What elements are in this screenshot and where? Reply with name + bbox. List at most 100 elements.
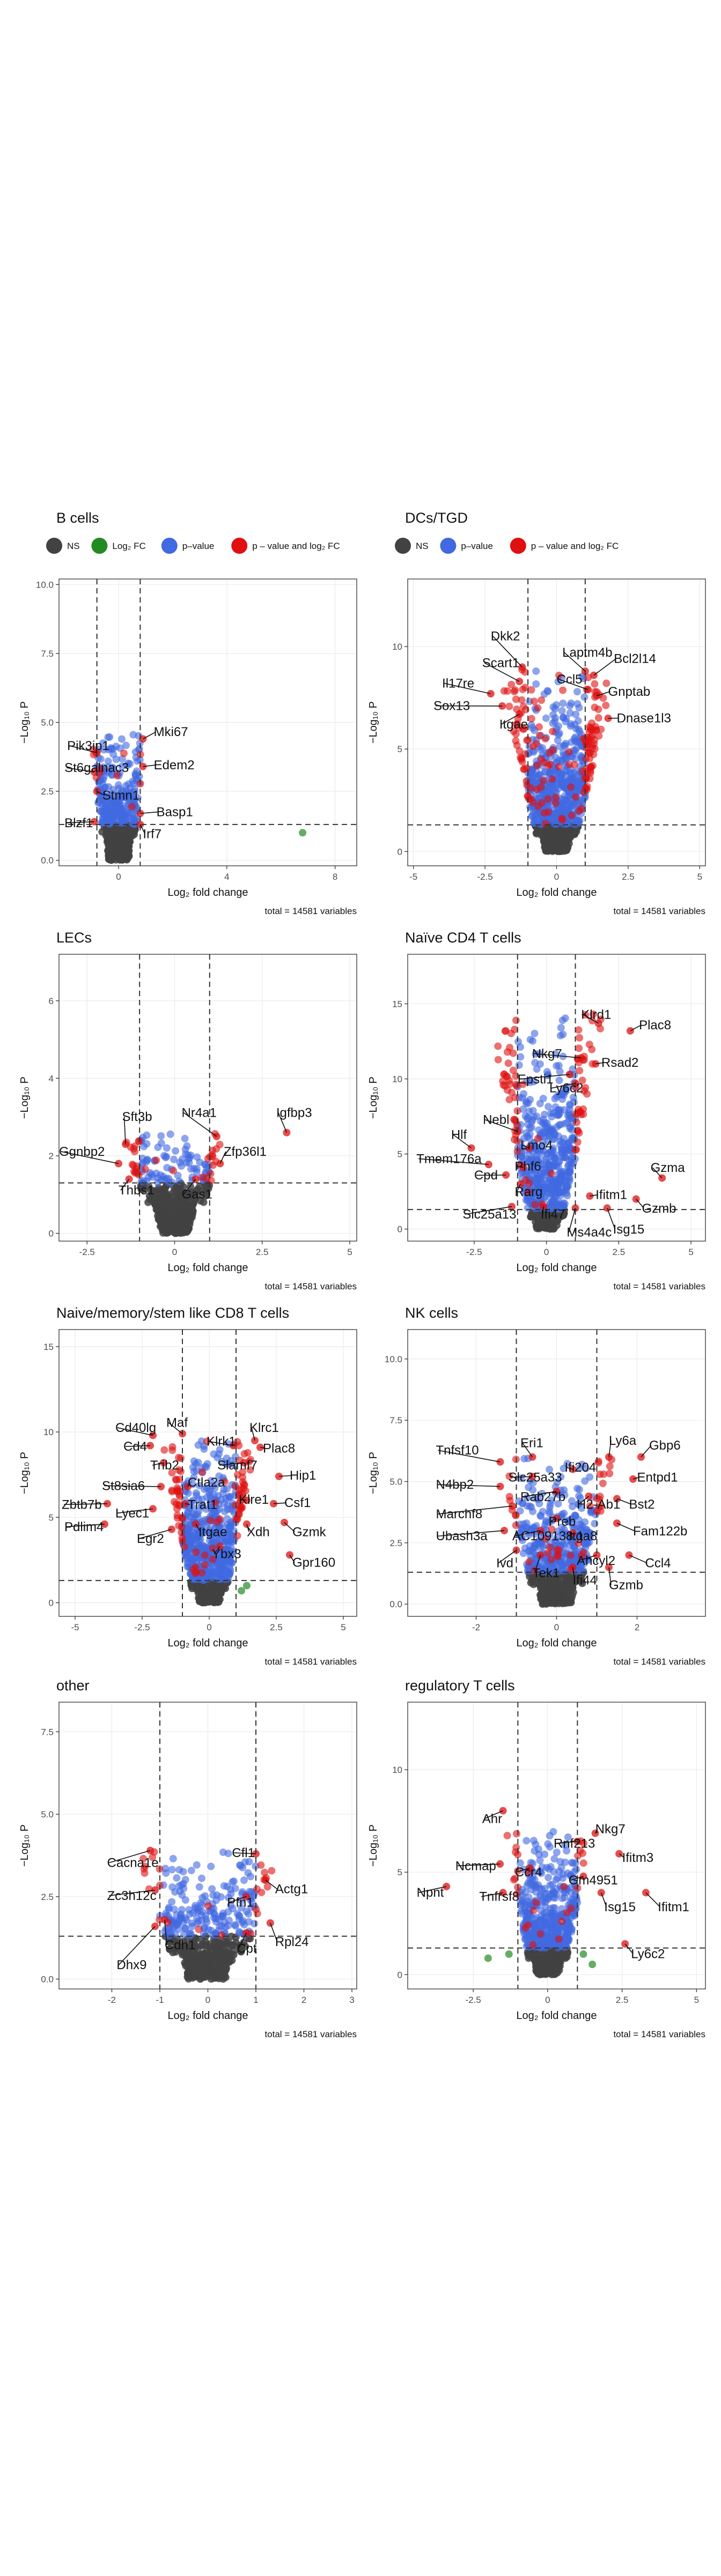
pvalue-point xyxy=(244,1869,252,1877)
gene-label: Trib2 xyxy=(150,1458,179,1473)
significant-point xyxy=(576,1067,583,1074)
ns-point xyxy=(106,835,114,843)
pvalue-point xyxy=(547,769,554,776)
pvalue-point xyxy=(532,680,540,688)
x-tick-label: 5 xyxy=(347,1247,352,1257)
significant-point xyxy=(606,1469,613,1477)
pvalue-point xyxy=(168,1883,176,1891)
pvalue-point xyxy=(550,1182,558,1190)
significant-point xyxy=(234,1532,241,1540)
ns-point xyxy=(210,1964,218,1972)
gene-label: Tnfsf10 xyxy=(436,1443,479,1458)
pvalue-point xyxy=(559,1030,566,1038)
gene-label: Hip1 xyxy=(290,1468,316,1483)
significant-point xyxy=(568,812,576,819)
gene-label: Ggnbp2 xyxy=(59,1145,105,1159)
ns-point xyxy=(113,837,121,844)
significant-point xyxy=(577,1111,585,1118)
pvalue-point xyxy=(568,700,575,707)
significant-point xyxy=(198,1468,206,1476)
x-tick-label: 1 xyxy=(253,1995,258,2005)
pvalue-point xyxy=(523,1129,530,1137)
y-tick-label: 2.5 xyxy=(389,1538,402,1548)
pvalue-point xyxy=(558,707,566,715)
gene-label: N4bp2 xyxy=(436,1478,474,1492)
total-caption: total = 14581 variables xyxy=(264,906,357,916)
significant-point xyxy=(548,1556,555,1563)
gene-label: Basp1 xyxy=(157,805,193,819)
significant-point xyxy=(178,1528,185,1536)
ns-point xyxy=(193,1973,200,1980)
gene-label: Egr2 xyxy=(137,1532,164,1546)
significant-point xyxy=(546,1543,554,1551)
ns-point xyxy=(185,1963,192,1970)
significant-point xyxy=(554,1546,561,1553)
significant-point xyxy=(512,1016,520,1024)
significant-point xyxy=(523,777,530,785)
x-tick-label: 3 xyxy=(349,1995,354,2005)
significant-point xyxy=(575,1026,582,1034)
x-tick-label: -2.5 xyxy=(134,1622,150,1632)
pvalue-point xyxy=(555,756,563,764)
pvalue-point xyxy=(207,1862,215,1870)
pvalue-point xyxy=(210,1450,217,1458)
significant-point xyxy=(565,761,573,768)
legend-label-log2fc: Log₂ FC xyxy=(112,541,145,551)
significant-point xyxy=(588,1045,595,1053)
pvalue-point xyxy=(245,1910,252,1918)
significant-point xyxy=(546,749,554,757)
gene-label: Laptm4b xyxy=(562,645,612,660)
y-tick-label: 2.5 xyxy=(41,1892,54,1902)
pvalue-point xyxy=(132,771,139,779)
y-axis-label: −Log₁₀ P xyxy=(367,701,379,744)
gene-label: Entpd1 xyxy=(637,1471,678,1485)
significant-point xyxy=(192,1548,200,1556)
panel-title: other xyxy=(56,1677,90,1694)
significant-point xyxy=(540,809,548,816)
pvalue-point xyxy=(526,1547,533,1555)
significant-point xyxy=(168,1443,176,1451)
y-tick-label: 7.5 xyxy=(41,649,54,659)
ns-point xyxy=(159,1205,166,1213)
ns-point xyxy=(561,1582,569,1589)
pvalue-point xyxy=(528,1118,535,1126)
significant-point xyxy=(588,719,595,727)
significant-point xyxy=(171,1498,178,1505)
pvalue-point xyxy=(162,1154,170,1161)
pvalue-point xyxy=(122,741,130,749)
significant-point xyxy=(535,723,543,731)
significant-point xyxy=(120,749,128,757)
gene-label: Lyec1 xyxy=(115,1506,149,1520)
gene-label: Zfp36l1 xyxy=(224,1145,267,1159)
pvalue-point xyxy=(216,1564,224,1572)
ns-point xyxy=(210,1595,218,1603)
ns-point xyxy=(126,833,134,840)
gene-label: Plac8 xyxy=(263,1441,295,1456)
gene-label: St6galnac3 xyxy=(64,761,129,775)
significant-point xyxy=(555,763,562,770)
significant-point xyxy=(142,1165,149,1173)
significant-point xyxy=(505,1096,513,1103)
pvalue-point xyxy=(171,1906,178,1913)
significant-point xyxy=(584,783,591,790)
gene-label: Maf xyxy=(166,1416,188,1430)
significant-point xyxy=(548,1170,555,1177)
gene-label: Trat1 xyxy=(188,1497,217,1512)
ns-point xyxy=(527,1213,534,1221)
pvalue-point xyxy=(182,1159,190,1167)
y-tick-label: 10 xyxy=(392,1074,402,1084)
pvalue-point xyxy=(575,782,583,790)
x-tick-label: 5 xyxy=(688,1247,693,1257)
significant-point xyxy=(544,795,551,803)
pvalue-point xyxy=(563,1119,571,1126)
ns-point xyxy=(220,1584,227,1592)
y-tick-label: 2 xyxy=(49,1151,54,1161)
pvalue-point xyxy=(544,1123,551,1131)
ns-point xyxy=(219,1971,227,1979)
significant-point xyxy=(528,715,535,723)
